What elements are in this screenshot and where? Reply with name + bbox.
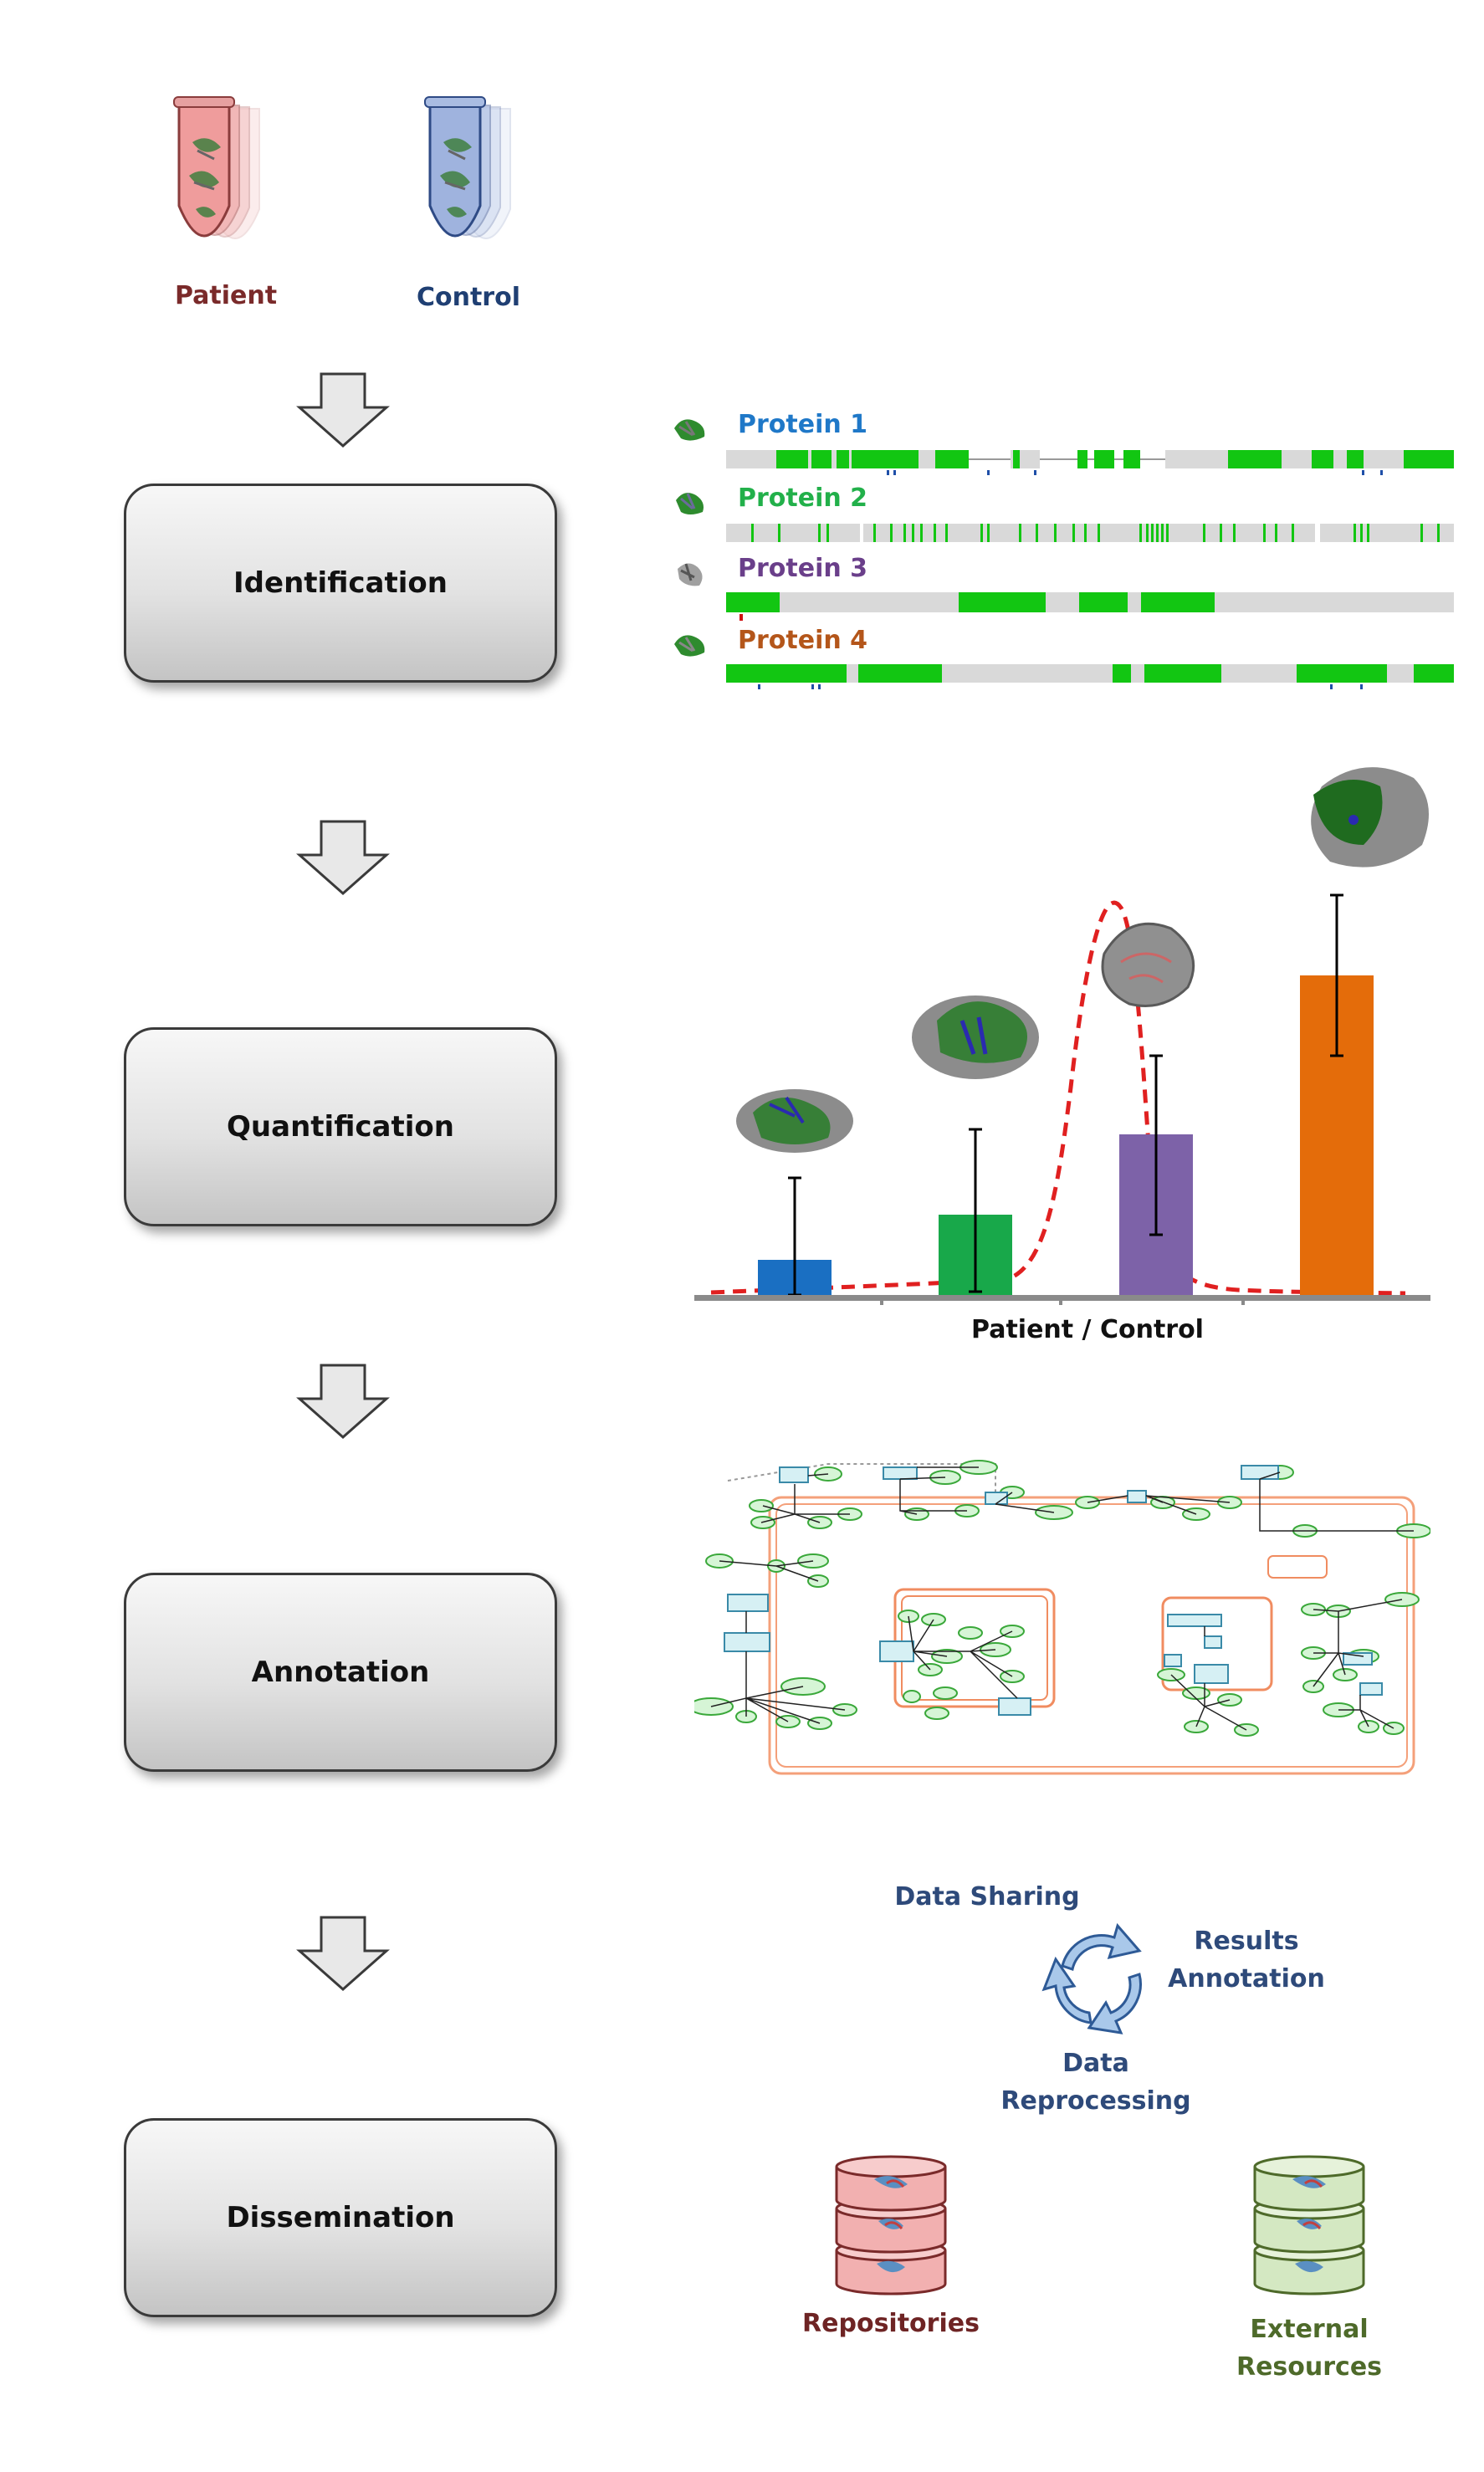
coverage-bar bbox=[726, 664, 1454, 689]
coverage-bar bbox=[726, 592, 1454, 621]
chart-xlabel: Patient / Control bbox=[971, 1315, 1204, 1344]
error-bars bbox=[788, 893, 1343, 1297]
protein-structure-icon bbox=[676, 493, 704, 514]
protein-structure-icon bbox=[736, 1089, 853, 1153]
external-resources-line: External bbox=[1250, 2315, 1369, 2344]
protein-name: Protein 2 bbox=[738, 484, 868, 513]
protein-coverage-panel: Protein 1 Protein 2 bbox=[669, 410, 1456, 694]
cycle-label-line: Annotation bbox=[1168, 1964, 1325, 1993]
down-arrow-icon bbox=[296, 1916, 390, 1991]
protein-name: Protein 3 bbox=[738, 554, 868, 583]
protein-structure-icon bbox=[912, 995, 1039, 1079]
mitochondrial-matrix bbox=[893, 1588, 1056, 1708]
down-arrow-icon bbox=[296, 1364, 390, 1439]
protein-name: Protein 4 bbox=[738, 626, 868, 655]
step-label: Identification bbox=[233, 566, 448, 600]
down-arrow-icon bbox=[296, 820, 390, 895]
reaction-edges bbox=[710, 1466, 1414, 1731]
protein-structure-icon bbox=[674, 419, 705, 441]
protein-structure-icon bbox=[678, 563, 703, 586]
cytosol-compartment bbox=[775, 1503, 1408, 1768]
repositories-label: Repositories bbox=[802, 2309, 980, 2338]
identification-step: Identification bbox=[124, 484, 557, 683]
protein-structure-icon bbox=[1311, 767, 1429, 868]
step-label: Dissemination bbox=[226, 2201, 455, 2234]
protein-name: Protein 1 bbox=[738, 410, 868, 439]
protein-structure-icon bbox=[1101, 922, 1195, 1007]
down-arrow-icon bbox=[296, 372, 390, 448]
pathway-diagram bbox=[694, 1460, 1430, 1775]
cycle-label-line: Reprocessing bbox=[1000, 2086, 1191, 2116]
step-label: Quantification bbox=[227, 1110, 454, 1144]
cycle-label-data-sharing: Data Sharing bbox=[894, 1882, 1080, 1912]
control-tube-icon bbox=[424, 96, 511, 239]
distribution-curve bbox=[710, 900, 1406, 1296]
coverage-bar bbox=[726, 450, 1454, 475]
patient-tube-icon bbox=[173, 96, 260, 239]
step-label: Annotation bbox=[251, 1656, 430, 1689]
cycle-arrows-icon bbox=[1041, 1922, 1142, 2034]
transport-vesicle bbox=[1267, 1555, 1328, 1579]
annotation-step: Annotation bbox=[124, 1573, 557, 1772]
external-resources-line: Resources bbox=[1236, 2352, 1383, 2382]
dissemination-step: Dissemination bbox=[124, 2118, 557, 2317]
external-resources-database-icon bbox=[1253, 2155, 1365, 2295]
control-label: Control bbox=[416, 283, 520, 312]
cycle-label-data-reprocessing: Data Reprocessing bbox=[987, 2045, 1205, 2120]
metabolite-nodes bbox=[694, 1460, 1430, 1737]
repository-database-icon bbox=[835, 2155, 947, 2295]
quantification-chart bbox=[694, 767, 1430, 1305]
peroxisomal-matrix bbox=[1161, 1596, 1273, 1692]
coverage-bar bbox=[726, 524, 1454, 542]
patient-label: Patient bbox=[174, 281, 278, 310]
complex-nodes bbox=[724, 1465, 1383, 1716]
external-resources-label: External Resources bbox=[1205, 2311, 1414, 2386]
protein-structure-icon bbox=[674, 635, 705, 657]
quantification-step: Quantification bbox=[124, 1027, 557, 1226]
cycle-label-line: Results bbox=[1194, 1927, 1299, 1956]
cycle-label-line: Data bbox=[1062, 2049, 1129, 2078]
cycle-label-results-annotation: Results Annotation bbox=[1146, 1922, 1347, 1998]
cell-membrane bbox=[768, 1496, 1415, 1775]
